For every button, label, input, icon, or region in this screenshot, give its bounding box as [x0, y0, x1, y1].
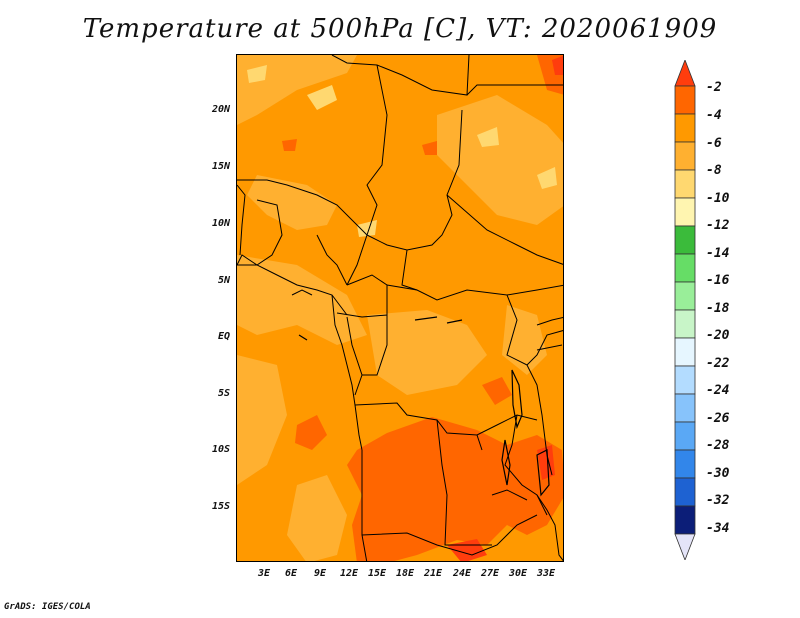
lon-label-24e: 24E [452, 568, 472, 579]
colorbar-label: -28 [706, 438, 730, 453]
colorbar-segment [674, 60, 696, 87]
colorbar-label: -4 [706, 108, 722, 123]
chart-title: Temperature at 500hPa [C], VT: 202006190… [82, 14, 718, 44]
colorbar-segment [674, 141, 696, 171]
colorbar-segment [674, 309, 696, 339]
colorbar-label: -20 [706, 328, 730, 343]
lon-label-21e: 21E [423, 568, 443, 579]
lon-label-18e: 18E [395, 568, 415, 579]
colorbar-label: -16 [706, 273, 730, 288]
colorbar-label: -18 [706, 301, 730, 316]
colorbar-label: -34 [706, 521, 730, 536]
colorbar-segment [674, 393, 696, 423]
lat-label-5s: 5S [217, 388, 230, 399]
lakes [298, 316, 550, 497]
colorbar-segment [674, 421, 696, 451]
colorbar-label: -32 [706, 493, 730, 508]
colorbar-label: -6 [706, 136, 722, 151]
colorbar-label: -26 [706, 411, 730, 426]
colorbar-segment [674, 281, 696, 311]
lon-label-12e: 12E [339, 568, 359, 579]
colorbar-segment [674, 113, 696, 143]
colorbar-segment [674, 253, 696, 283]
lon-label-33e: 33E [536, 568, 556, 579]
colorbar-segment [674, 533, 696, 560]
colorbar-segment [674, 505, 696, 535]
colorbar-segment [674, 85, 696, 115]
map-field [237, 55, 563, 561]
colorbar-label: -14 [706, 246, 730, 261]
colorbar-label: -2 [706, 80, 722, 95]
colorbar-label: -8 [706, 163, 722, 178]
lon-label-6e: 6E [284, 568, 298, 579]
lon-label-3e: 3E [257, 568, 271, 579]
colorbar-segment [674, 169, 696, 199]
colorbar-segment [674, 449, 696, 479]
colorbar [674, 60, 696, 560]
temperature-map [236, 54, 564, 562]
lat-label-10n: 10N [211, 218, 230, 229]
colorbar-label: -24 [706, 383, 730, 398]
lon-label-9e: 9E [313, 568, 327, 579]
colorbar-segment [674, 477, 696, 507]
lon-label-30e: 30E [508, 568, 528, 579]
lat-label-eq: EQ [217, 331, 230, 342]
lat-label-15s: 15S [211, 501, 230, 512]
credit-text: GrADS: IGES/COLA [4, 602, 91, 612]
cooler-zones [237, 55, 563, 561]
coolest-patches [247, 65, 557, 237]
lat-label-15n: 15N [211, 161, 230, 172]
colorbar-label: -22 [706, 356, 730, 371]
lat-label-10s: 10S [211, 444, 230, 455]
colorbar-segment [674, 225, 696, 255]
country-borders [237, 55, 563, 561]
lon-label-27e: 27E [480, 568, 500, 579]
colorbar-label: -10 [706, 191, 730, 206]
lat-label-20n: 20N [211, 104, 230, 115]
colorbar-label: -30 [706, 466, 730, 481]
colorbar-segment [674, 337, 696, 367]
colorbar-segment [674, 197, 696, 227]
colorbar-segment [674, 365, 696, 395]
lat-label-5n: 5N [217, 275, 230, 286]
colorbar-label: -12 [706, 218, 730, 233]
lon-label-15e: 15E [367, 568, 387, 579]
